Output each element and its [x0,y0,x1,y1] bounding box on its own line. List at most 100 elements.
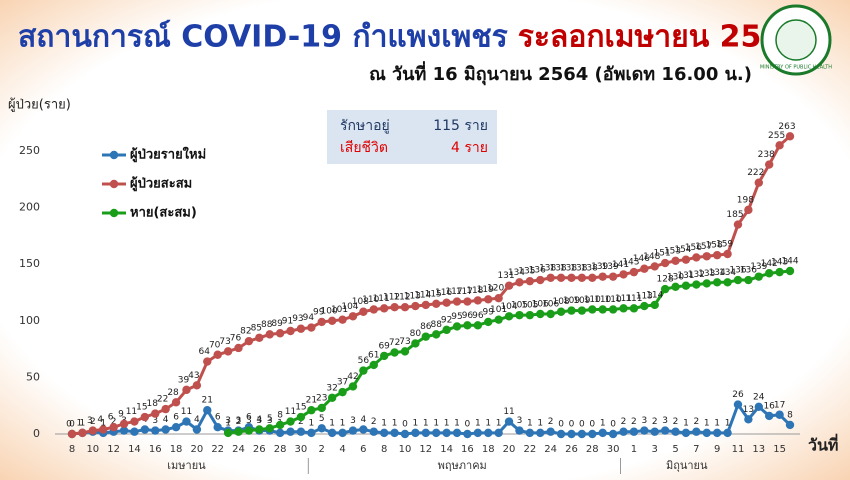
data-label: 185 [726,210,743,220]
data-label: 18 [147,399,159,409]
data-label: 112 [383,293,400,303]
data-label: 120 [487,284,504,294]
data-label: 148 [643,252,660,262]
data-label: 39 [178,375,190,385]
data-point [650,262,659,271]
data-label: 96 [462,311,474,321]
data-point [598,272,607,281]
data-label: 144 [781,256,798,266]
data-point [640,426,649,435]
data-label: 15 [136,403,147,413]
x-tick-label: 2 [319,444,325,455]
data-point [275,329,285,338]
data-point [692,253,701,262]
data-point [723,428,732,438]
data-point [473,428,483,438]
data-label: 1 [527,418,533,428]
data-point [556,429,566,439]
data-label: 109 [563,296,580,306]
legend-marker [109,150,119,160]
data-label: 153 [664,246,681,256]
data-label: 114 [414,290,431,300]
data-label: 0 [589,420,595,430]
data-label: 0 [569,420,575,430]
data-point [151,409,160,418]
data-label: 82 [240,327,251,337]
data-label: 108 [352,297,369,307]
data-point [588,305,597,314]
data-label: 1 [600,418,606,428]
data-point [265,424,274,433]
data-point [255,333,264,342]
data-label: 1 [392,418,398,428]
data-point [733,220,743,229]
x-tick-label: 30 [607,444,620,455]
data-point [307,406,316,415]
data-point [327,316,337,325]
x-tick-label: 22 [523,444,536,455]
data-label: 1 [340,418,346,428]
data-label: 88 [430,320,442,330]
data-point [629,427,639,436]
data-point [764,160,774,169]
data-label: 135 [518,267,535,277]
x-tick-label: 26 [253,444,266,455]
x-tick-label: 12 [419,444,432,455]
data-label: 2 [652,417,658,427]
data-point [463,429,472,439]
data-point [452,322,462,331]
data-point [99,425,108,434]
data-point [421,300,430,310]
series: 1 2 3 4 5 8 1115212332374256616972738086889295… [223,256,799,438]
data-point [109,423,118,432]
data-label: 15 [295,403,306,413]
data-point [692,280,701,289]
data-label: 99 [483,307,495,317]
data-label: 138 [570,263,587,273]
data-label: 0 [69,420,75,430]
data-point [265,330,274,339]
data-point [130,417,139,426]
data-label: 2 [631,417,637,427]
data-point [484,295,493,304]
data-label: 151 [654,249,671,259]
data-point [567,273,576,282]
legend-label: หาย(สะสม) [130,206,197,221]
data-point [203,406,212,415]
data-point [556,273,566,282]
data-label: 2 [693,417,699,427]
data-label: 255 [768,131,785,141]
data-label: 70 [209,340,221,350]
data-point [432,299,441,309]
data-point [463,321,472,330]
data-point [536,428,545,438]
summary-label: รักษาอยู่ [340,118,390,134]
data-label: 96 [472,311,484,321]
data-point [619,304,628,313]
data-label: 86 [420,322,432,332]
data-label: 1 [444,418,450,428]
data-point [484,317,493,327]
x-tick-label: 5 [672,444,678,455]
data-point [619,427,628,436]
data-point [223,428,233,438]
data-label: 21 [202,396,213,406]
data-point [546,309,555,319]
data-point [650,300,659,310]
data-label: 142 [761,259,778,269]
x-tick-label: 7 [693,444,699,455]
data-point [119,419,129,429]
data-point [359,425,368,434]
data-label: 2 [548,417,554,427]
data-point [192,425,202,434]
data-point [400,429,410,439]
data-label: 143 [771,258,788,268]
data-point [203,357,212,366]
data-point [400,303,410,312]
data-label: 93 [292,314,303,324]
month-label: พฤษภาคม [438,459,487,472]
data-label: 113 [636,292,653,302]
data-point [733,275,743,285]
data-label: 5 [319,414,325,424]
